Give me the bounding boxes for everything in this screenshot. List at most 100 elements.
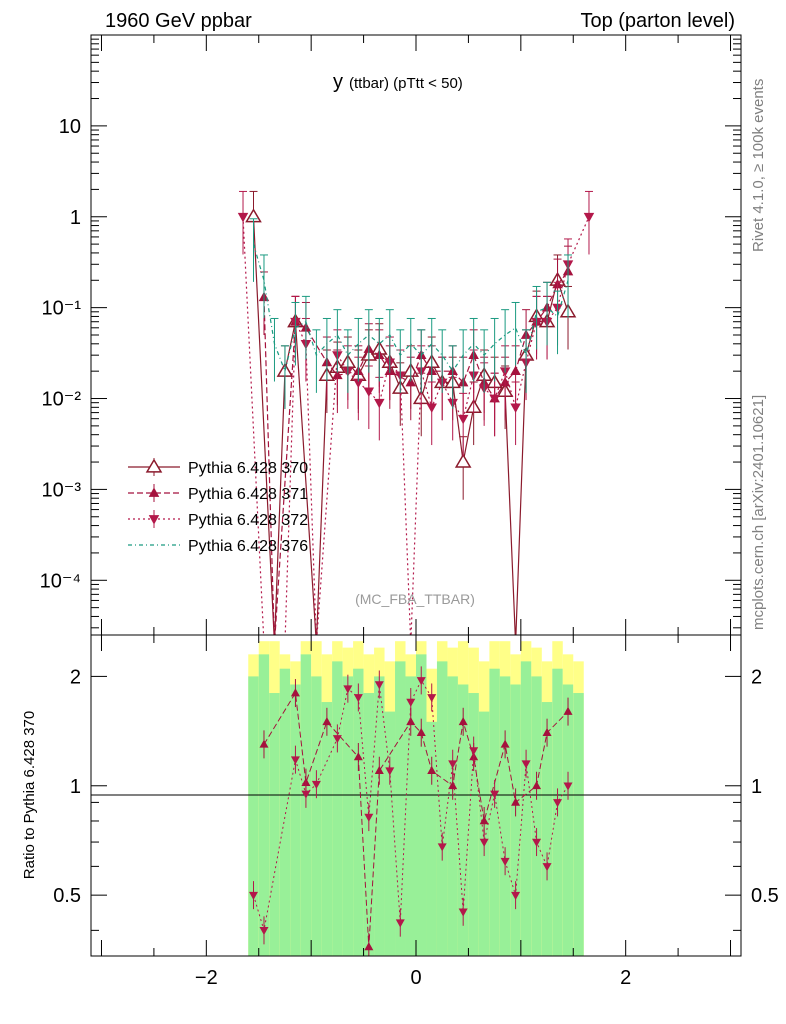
ratio-point	[416, 727, 426, 736]
ratio-point	[406, 716, 416, 726]
ratio-band-green	[426, 721, 437, 956]
ratio-plot-panel: 2 2 1 1 0.5 0.5 −2 0 2 Ratio to Pythia 6.428 370	[21, 634, 779, 989]
main-y-tick-label: 10⁻⁴	[40, 570, 81, 592]
ratio-point	[479, 816, 489, 825]
header-right-label: Top (parton level)	[580, 10, 735, 32]
ratio-point	[563, 706, 573, 715]
ratio-band-green	[279, 668, 291, 956]
ratio-point	[542, 727, 552, 736]
ratio-band-green	[573, 693, 584, 956]
side-label-top: Rivet 4.1.0, ≥ 100k events	[750, 79, 767, 252]
ratio-point	[427, 694, 437, 703]
data-point	[510, 403, 521, 413]
data-point	[363, 387, 375, 397]
ratio-point	[532, 838, 542, 847]
ratio-band-green	[489, 668, 500, 956]
series-line	[252, 216, 569, 635]
data-point	[405, 376, 417, 387]
ratio-band-green	[468, 693, 479, 956]
ratio-point	[490, 790, 500, 799]
ratio-band-green	[416, 654, 427, 956]
ratio-band-green	[332, 661, 343, 956]
ratio-point	[479, 838, 489, 847]
ratio-band-green	[541, 702, 553, 956]
ratio-point	[406, 698, 416, 707]
ratio-point	[311, 780, 321, 790]
ratio-band-green	[269, 693, 280, 956]
series-line	[242, 216, 590, 635]
data-point	[374, 398, 385, 409]
main-y-tick-label: 10	[59, 116, 81, 138]
ratio-y-tick-label: 0.5	[53, 885, 81, 907]
ratio-y-tick-label-right: 2	[751, 666, 762, 688]
ratio-band-green	[311, 676, 322, 956]
ratio-band-green	[447, 676, 458, 956]
ratio-y-tick-label-right: 0.5	[751, 885, 779, 907]
ratio-point	[374, 681, 384, 690]
data-point	[489, 394, 500, 405]
ratio-point	[290, 756, 300, 765]
ratio-point	[301, 790, 311, 799]
ratio-series-pythia-6-428-372	[249, 666, 573, 945]
data-point	[237, 212, 249, 223]
ratio-band-green	[395, 661, 406, 956]
ratio-point	[322, 716, 332, 726]
side-label-bottom: mcplots.cern.ch [arXiv:2401.10621]	[750, 395, 767, 630]
legend-marker	[148, 515, 160, 525]
ratio-point	[259, 927, 269, 936]
ratio-y-tick-label-right: 1	[751, 776, 762, 798]
ratio-point	[364, 942, 374, 951]
ratio-point	[542, 863, 552, 872]
data-point	[583, 212, 595, 223]
ratio-band-green	[248, 676, 259, 956]
ratio-point	[427, 765, 437, 775]
ratio-point	[364, 813, 374, 822]
data-point	[454, 453, 472, 468]
ratio-band-green	[436, 661, 448, 956]
ratio-series-pythia-6-428-371	[259, 679, 573, 956]
ratio-point	[500, 739, 510, 748]
x-tick-label: 0	[410, 967, 421, 989]
ratio-band-green	[342, 676, 354, 956]
data-point	[510, 365, 521, 376]
ratio-band-green	[499, 676, 511, 956]
ratio-point	[353, 694, 363, 703]
ratio-band-green	[384, 711, 396, 956]
ratio-point	[343, 685, 353, 694]
ratio-point	[553, 799, 563, 808]
ratio-point	[458, 908, 468, 917]
ratio-band-green	[353, 668, 364, 956]
ratio-point	[500, 857, 510, 867]
ratio-band-green	[531, 676, 542, 956]
watermark: (MC_FBA_TTBAR)	[355, 591, 475, 607]
ratio-point	[353, 752, 363, 761]
ratio-point	[511, 891, 521, 900]
ratio-point	[374, 765, 384, 775]
legend-label: Pythia 6.428 370	[188, 460, 308, 477]
ratio-point	[249, 891, 258, 900]
ratio-point	[532, 780, 542, 790]
legend-label: Pythia 6.428 371	[188, 486, 308, 503]
data-point	[426, 403, 437, 413]
ratio-band-green	[520, 661, 532, 956]
series-pythia-6-428-376	[249, 218, 573, 409]
ratio-series-line	[253, 679, 569, 931]
ratio-band-green	[510, 684, 521, 956]
ratio-point	[521, 760, 531, 769]
ratio-point	[385, 767, 395, 776]
main-y-tick-label: 10⁻²	[42, 389, 82, 411]
main-title-sub: (ttbar) (pTtt < 50)	[349, 75, 463, 92]
ratio-band-green	[374, 676, 385, 956]
data-point	[457, 414, 469, 425]
legend-marker	[148, 487, 160, 497]
main-y-tick-label: 10⁻¹	[42, 298, 82, 320]
ratio-point	[395, 919, 405, 928]
main-title-y: y	[333, 71, 343, 93]
legend: Pythia 6.428 370 Pythia 6.428 371 Pythia 6…	[128, 458, 308, 555]
ratio-band-green	[405, 676, 416, 956]
ratio-point	[290, 688, 300, 697]
ratio-point	[469, 747, 479, 756]
ratio-band-green	[457, 684, 469, 956]
x-tick-label: −2	[195, 967, 218, 989]
